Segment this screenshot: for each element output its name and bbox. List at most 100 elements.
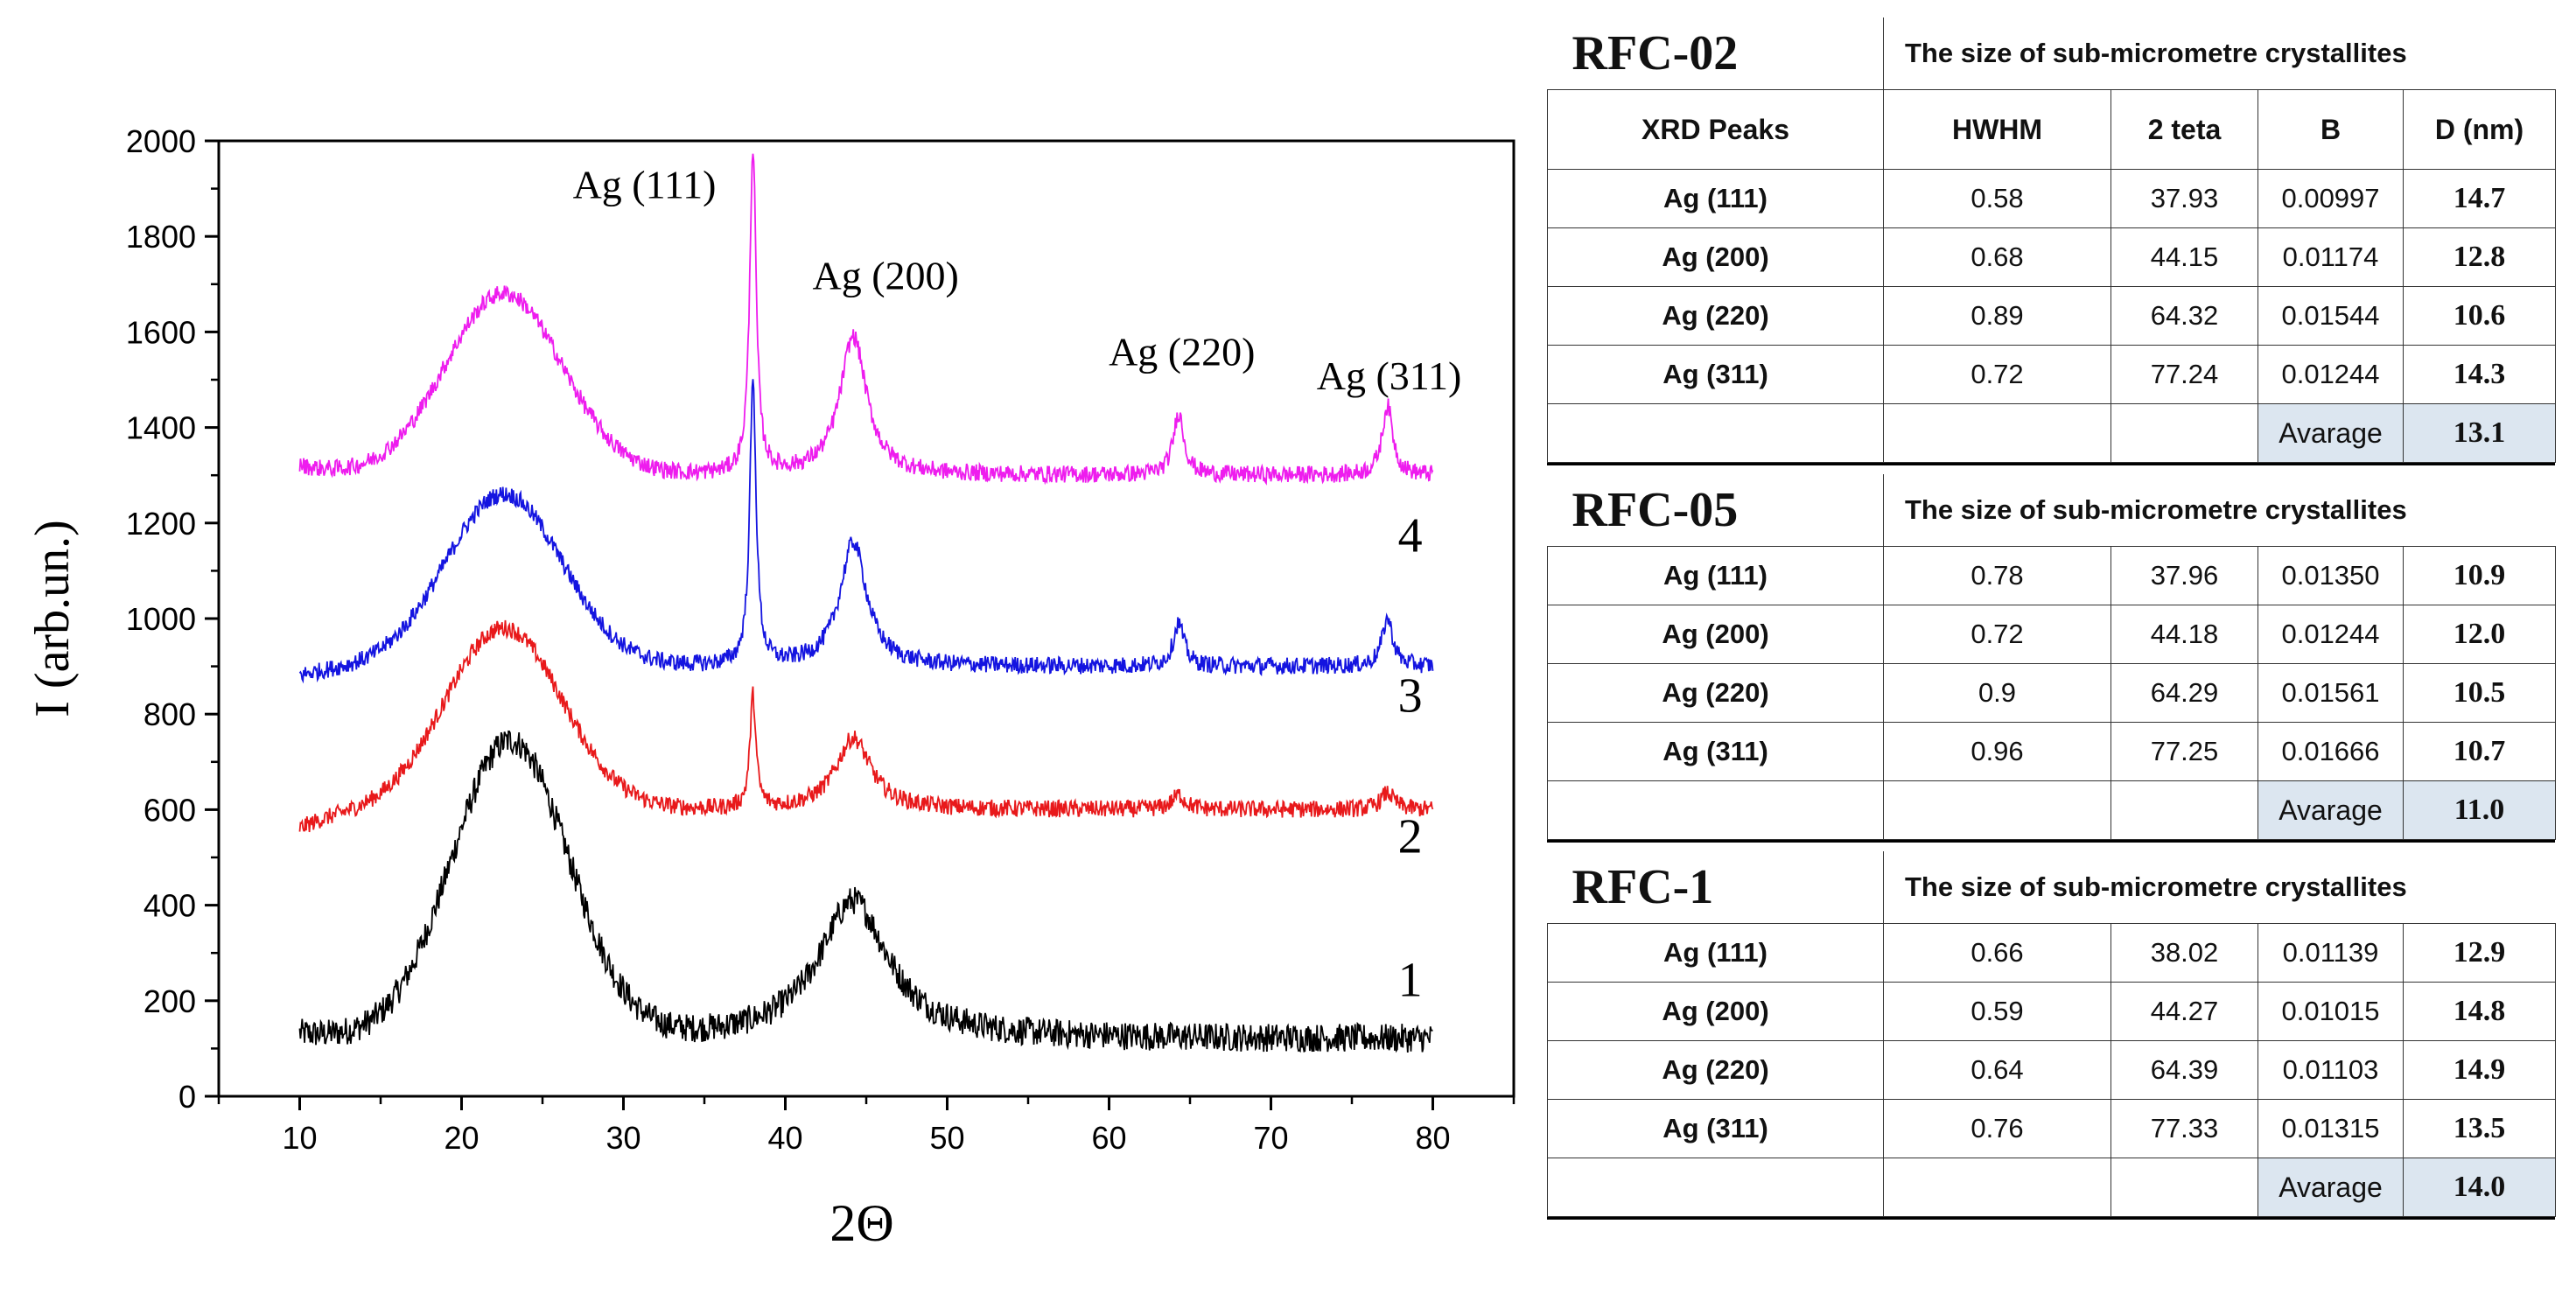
cell-peak: Ag (111) bbox=[1547, 923, 1884, 983]
cell-hwhm: 0.72 bbox=[1883, 345, 2111, 404]
cell-blank bbox=[1547, 780, 1884, 840]
table-title: The size of sub-micrometre crystallites bbox=[1882, 474, 2556, 547]
y-tick-label: 800 bbox=[144, 696, 196, 732]
cell-b: 0.01174 bbox=[2258, 227, 2404, 287]
series-line-2 bbox=[298, 619, 1434, 833]
cell-b: 0.01015 bbox=[2258, 982, 2404, 1041]
y-tick-label: 1800 bbox=[126, 219, 196, 255]
average-row: Avarage 11.0 bbox=[1547, 780, 2557, 840]
cell-b: 0.01315 bbox=[2258, 1099, 2404, 1158]
series-line-4 bbox=[298, 153, 1434, 486]
y-tick-label: 600 bbox=[144, 792, 196, 828]
cell-d: 10.9 bbox=[2402, 546, 2557, 605]
cell-peak: Ag (111) bbox=[1547, 546, 1884, 605]
peak-annotation: Ag (311) bbox=[1317, 353, 1462, 398]
cell-blank bbox=[2110, 780, 2258, 840]
x-tick-label: 10 bbox=[282, 1120, 317, 1156]
table-row: Ag (220) 0.64 64.39 0.01103 14.9 bbox=[1547, 1040, 2557, 1100]
cell-2teta: 64.39 bbox=[2110, 1040, 2258, 1100]
average-row: Avarage 14.0 bbox=[1547, 1158, 2557, 1217]
cell-hwhm: 0.89 bbox=[1883, 286, 2111, 346]
cell-d: 10.7 bbox=[2402, 722, 2557, 781]
average-row: Avarage 13.1 bbox=[1547, 403, 2557, 463]
table-row: Ag (311) 0.72 77.24 0.01244 14.3 bbox=[1547, 345, 2557, 404]
x-axis-label: 2Θ bbox=[830, 1194, 893, 1252]
table-row: Ag (200) 0.72 44.18 0.01244 12.0 bbox=[1547, 605, 2557, 664]
average-value: 14.0 bbox=[2402, 1158, 2557, 1217]
table-rfc-1: RFC-1 The size of sub-micrometre crystal… bbox=[1547, 851, 2557, 1220]
cell-2teta: 64.32 bbox=[2110, 286, 2258, 346]
cell-2teta: 37.96 bbox=[2110, 546, 2258, 605]
cell-hwhm: 0.58 bbox=[1883, 169, 2111, 228]
cell-blank bbox=[1883, 403, 2111, 463]
y-tick-label: 400 bbox=[144, 888, 196, 924]
table-row: Ag (220) 0.89 64.32 0.01544 10.6 bbox=[1547, 286, 2557, 346]
cell-peak: Ag (111) bbox=[1547, 169, 1884, 228]
x-tick-label: 30 bbox=[606, 1120, 640, 1156]
x-tick-label: 60 bbox=[1091, 1120, 1126, 1156]
cell-hwhm: 0.96 bbox=[1883, 722, 2111, 781]
y-tick-label: 1400 bbox=[126, 410, 196, 446]
cell-hwhm: 0.64 bbox=[1883, 1040, 2111, 1100]
cell-d: 14.9 bbox=[2402, 1040, 2557, 1100]
cell-b: 0.01103 bbox=[2258, 1040, 2404, 1100]
x-tick-label: 80 bbox=[1415, 1120, 1450, 1156]
y-tick-label: 1600 bbox=[126, 314, 196, 350]
labels-group: 1 2 3 4 Ag (111) Ag (200) Ag (220) Ag (311) bbox=[573, 163, 1462, 1008]
table-row: Ag (200) 0.59 44.27 0.01015 14.8 bbox=[1547, 982, 2557, 1041]
y-tick-label: 200 bbox=[144, 983, 196, 1019]
average-label: Avarage bbox=[2258, 1158, 2404, 1217]
table-row: Ag (111) 0.66 38.02 0.01139 12.9 bbox=[1547, 923, 2557, 983]
table-rfc-02: RFC-02 The size of sub-micrometre crysta… bbox=[1547, 17, 2557, 465]
cell-d: 13.5 bbox=[2402, 1099, 2557, 1158]
ticks-group: 10 20 30 40 50 60 70 80020040060080010001200140… bbox=[126, 123, 1516, 1156]
cell-2teta: 77.25 bbox=[2110, 722, 2258, 781]
table-name: RFC-02 bbox=[1547, 17, 1884, 90]
cell-blank bbox=[1883, 780, 2111, 840]
header-d: D (nm) bbox=[2402, 89, 2557, 170]
cell-2teta: 77.24 bbox=[2110, 345, 2258, 404]
cell-peak: Ag (200) bbox=[1547, 982, 1884, 1041]
cell-2teta: 77.33 bbox=[2110, 1099, 2258, 1158]
table-row: Ag (311) 0.76 77.33 0.01315 13.5 bbox=[1547, 1099, 2557, 1158]
header-2teta: 2 teta bbox=[2110, 89, 2258, 170]
cell-d: 12.0 bbox=[2402, 605, 2557, 664]
cell-d: 14.3 bbox=[2402, 345, 2557, 404]
header-xrd-peaks: XRD Peaks bbox=[1547, 89, 1884, 170]
cell-blank bbox=[1883, 1158, 2111, 1217]
cell-hwhm: 0.78 bbox=[1883, 546, 2111, 605]
cell-2teta: 38.02 bbox=[2110, 923, 2258, 983]
curve-label: 4 bbox=[1398, 509, 1423, 563]
cell-hwhm: 0.68 bbox=[1883, 227, 2111, 287]
y-tick-label: 1000 bbox=[126, 601, 196, 637]
header-b: B bbox=[2258, 89, 2404, 170]
cell-hwhm: 0.59 bbox=[1883, 982, 2111, 1041]
x-tick-label: 70 bbox=[1253, 1120, 1288, 1156]
table-title: The size of sub-micrometre crystallites bbox=[1882, 851, 2556, 924]
cell-peak: Ag (311) bbox=[1547, 345, 1884, 404]
x-tick-label: 50 bbox=[929, 1120, 964, 1156]
cell-d: 14.8 bbox=[2402, 982, 2557, 1041]
table-row: Ag (111) 0.78 37.96 0.01350 10.9 bbox=[1547, 546, 2557, 605]
cell-d: 14.7 bbox=[2402, 169, 2557, 228]
peak-annotation: Ag (111) bbox=[573, 163, 717, 207]
table-row: Ag (200) 0.68 44.15 0.01174 12.8 bbox=[1547, 227, 2557, 287]
average-value: 11.0 bbox=[2402, 780, 2557, 840]
cell-2teta: 64.29 bbox=[2110, 663, 2258, 723]
table-row: Ag (111) 0.58 37.93 0.00997 14.7 bbox=[1547, 169, 2557, 228]
cell-peak: Ag (311) bbox=[1547, 1099, 1884, 1158]
cell-b: 0.01350 bbox=[2258, 546, 2404, 605]
cell-blank bbox=[2110, 403, 2258, 463]
average-label: Avarage bbox=[2258, 780, 2404, 840]
curve-label: 2 bbox=[1398, 810, 1423, 864]
cell-d: 12.8 bbox=[2402, 227, 2557, 287]
cell-blank bbox=[2110, 1158, 2258, 1217]
cell-b: 0.01244 bbox=[2258, 605, 2404, 664]
average-label: Avarage bbox=[2258, 403, 2404, 463]
cell-peak: Ag (220) bbox=[1547, 663, 1884, 723]
cell-d: 12.9 bbox=[2402, 923, 2557, 983]
cell-2teta: 44.18 bbox=[2110, 605, 2258, 664]
cell-peak: Ag (200) bbox=[1547, 605, 1884, 664]
table-name: RFC-05 bbox=[1547, 474, 1884, 547]
cell-b: 0.00997 bbox=[2258, 169, 2404, 228]
